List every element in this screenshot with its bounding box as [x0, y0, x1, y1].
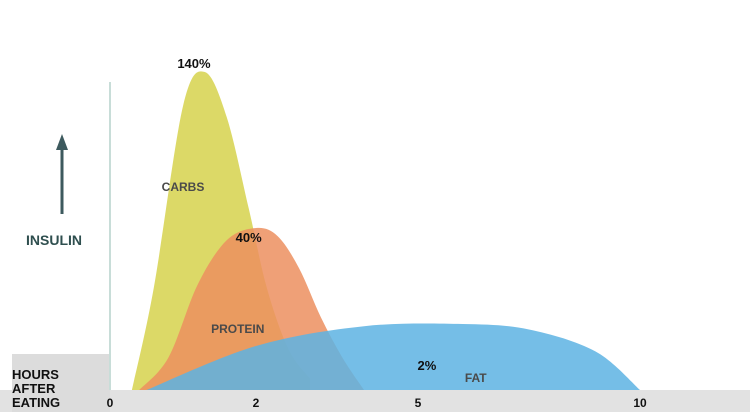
series-name-fat: FAT	[465, 371, 487, 385]
series-name-carbs: CARBS	[162, 180, 205, 194]
peak-label-protein: 40%	[236, 230, 262, 245]
x-tick-label: 2	[253, 396, 260, 410]
x-tick-label: 5	[415, 396, 422, 410]
x-tick-label: 0	[107, 396, 114, 410]
peak-label-carbs: 140%	[177, 56, 211, 71]
series-area-fat	[146, 323, 640, 390]
x-axis-label-line-2: AFTER	[12, 381, 56, 396]
peak-label-fat: 2%	[417, 358, 436, 373]
up-arrow-icon	[56, 134, 68, 214]
y-axis-label: INSULIN	[26, 232, 82, 248]
x-tick-labels: 0 2 5 10	[107, 396, 647, 410]
series-name-protein: PROTEIN	[211, 322, 264, 336]
x-tick-label: 10	[633, 396, 647, 410]
x-axis-label-line-3: EATING	[12, 395, 60, 410]
x-axis-label-box	[12, 354, 110, 412]
x-axis-label-line-1: HOURS	[12, 367, 59, 382]
x-axis-band	[0, 390, 750, 412]
series-layer: CARBS 140% PROTEIN 40% FAT 2%	[131, 56, 640, 391]
